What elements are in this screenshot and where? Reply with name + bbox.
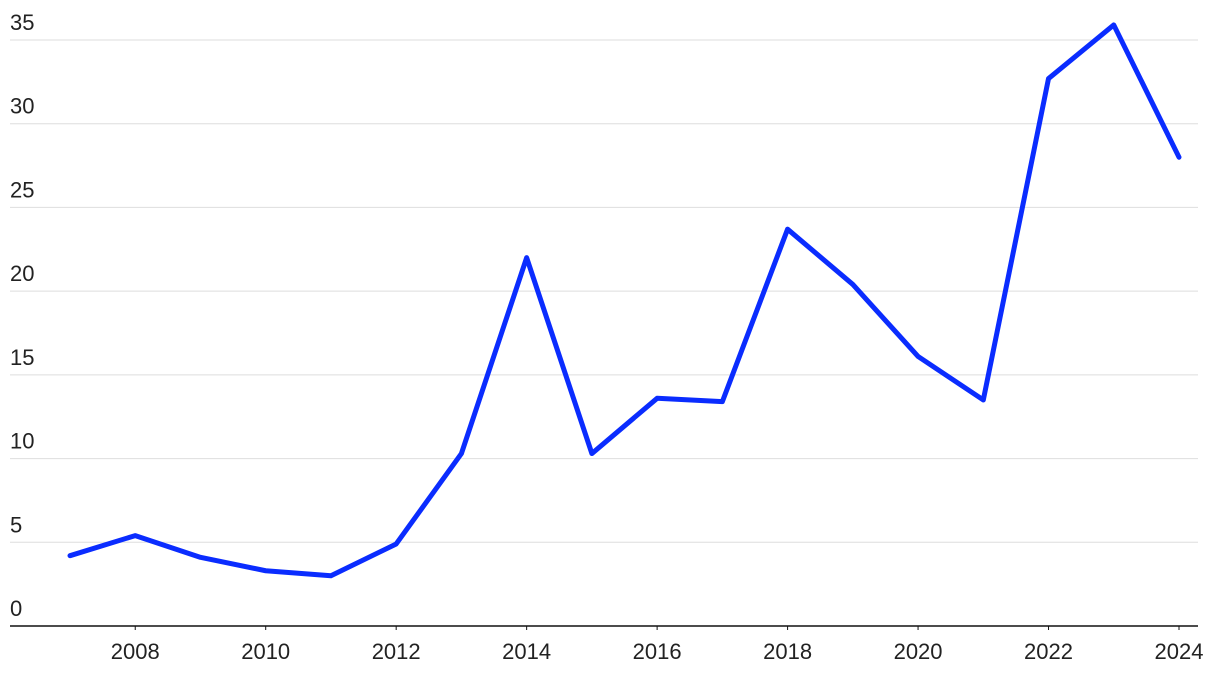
- y-tick-label: 15: [10, 345, 34, 370]
- y-tick-label: 25: [10, 177, 34, 202]
- line-series: [67, 22, 1182, 579]
- x-tick-label: 2020: [894, 639, 943, 664]
- y-tick-label: 5: [10, 512, 22, 537]
- x-tick-label: 2008: [111, 639, 160, 664]
- x-tick-label: 2016: [633, 639, 682, 664]
- x-tick-label: 2010: [241, 639, 290, 664]
- x-tick-label: 2014: [502, 639, 551, 664]
- y-tick-label: 35: [10, 10, 34, 35]
- x-tick-label: 2012: [372, 639, 421, 664]
- x-tick-label: 2024: [1155, 639, 1204, 664]
- y-tick-label: 10: [10, 429, 34, 454]
- x-tick-label: 2022: [1024, 639, 1073, 664]
- y-tick-label: 0: [10, 596, 22, 621]
- y-tick-label: 20: [10, 261, 34, 286]
- y-tick-label: 30: [10, 94, 34, 119]
- x-tick-label: 2018: [763, 639, 812, 664]
